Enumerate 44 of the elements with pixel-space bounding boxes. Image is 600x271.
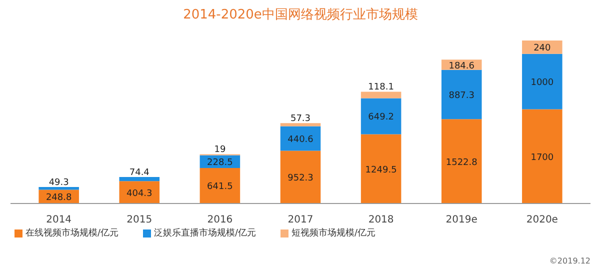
data-label: 184.6: [448, 61, 475, 72]
x-tick-label: 2017: [288, 214, 314, 226]
data-label: 887.3: [448, 91, 474, 101]
bar: [522, 40, 562, 54]
text: ©2019.12: [549, 256, 591, 266]
bar: [441, 119, 482, 204]
x-tick-label: 2018: [368, 214, 394, 226]
data-label: 228.5: [207, 158, 233, 168]
data-label: 19: [214, 145, 226, 156]
data-label: 74.4: [129, 168, 150, 178]
data-label: 404.3: [126, 188, 152, 199]
bar: [522, 54, 562, 110]
legend-label: 短视频市场规模/亿元: [292, 228, 376, 238]
data-label: 49.3: [48, 178, 69, 188]
data-label: 649.2: [368, 112, 394, 123]
bar: [360, 134, 402, 204]
bar: [360, 98, 402, 134]
data-label: 1000: [530, 78, 554, 88]
data-label: 248.8: [46, 193, 72, 204]
legend-label: 在线视频市场规模/亿元: [26, 228, 119, 238]
bar: [280, 150, 321, 204]
bar: [522, 109, 562, 204]
x-tick-label: 2020e: [526, 214, 558, 226]
bar: [38, 186, 79, 190]
data-label: 240: [534, 44, 552, 54]
data-label: 1700: [530, 152, 554, 163]
x-tick-label: 2015: [126, 214, 152, 226]
data-label: 1249.5: [365, 165, 397, 176]
legend-label: 泛娱乐直播市场规模/亿元: [154, 228, 256, 238]
x-tick-label: 2019e: [446, 214, 478, 226]
chart-title: 2014-2020e中国网络视频行业市场规模: [183, 8, 418, 22]
bar: [200, 168, 240, 204]
x-tick-label: 2014: [46, 214, 72, 226]
data-label: 118.1: [368, 82, 394, 93]
data-label: 1522.8: [446, 158, 478, 168]
data-label: 952.3: [288, 174, 314, 184]
x-tick-label: 2016: [207, 214, 233, 226]
bar: [360, 92, 402, 98]
data-label: 57.3: [290, 114, 311, 124]
bar: [280, 123, 321, 126]
bar: [441, 70, 482, 120]
bar: [119, 176, 160, 182]
data-label: 641.5: [207, 182, 233, 192]
data-label: 440.6: [288, 135, 314, 146]
